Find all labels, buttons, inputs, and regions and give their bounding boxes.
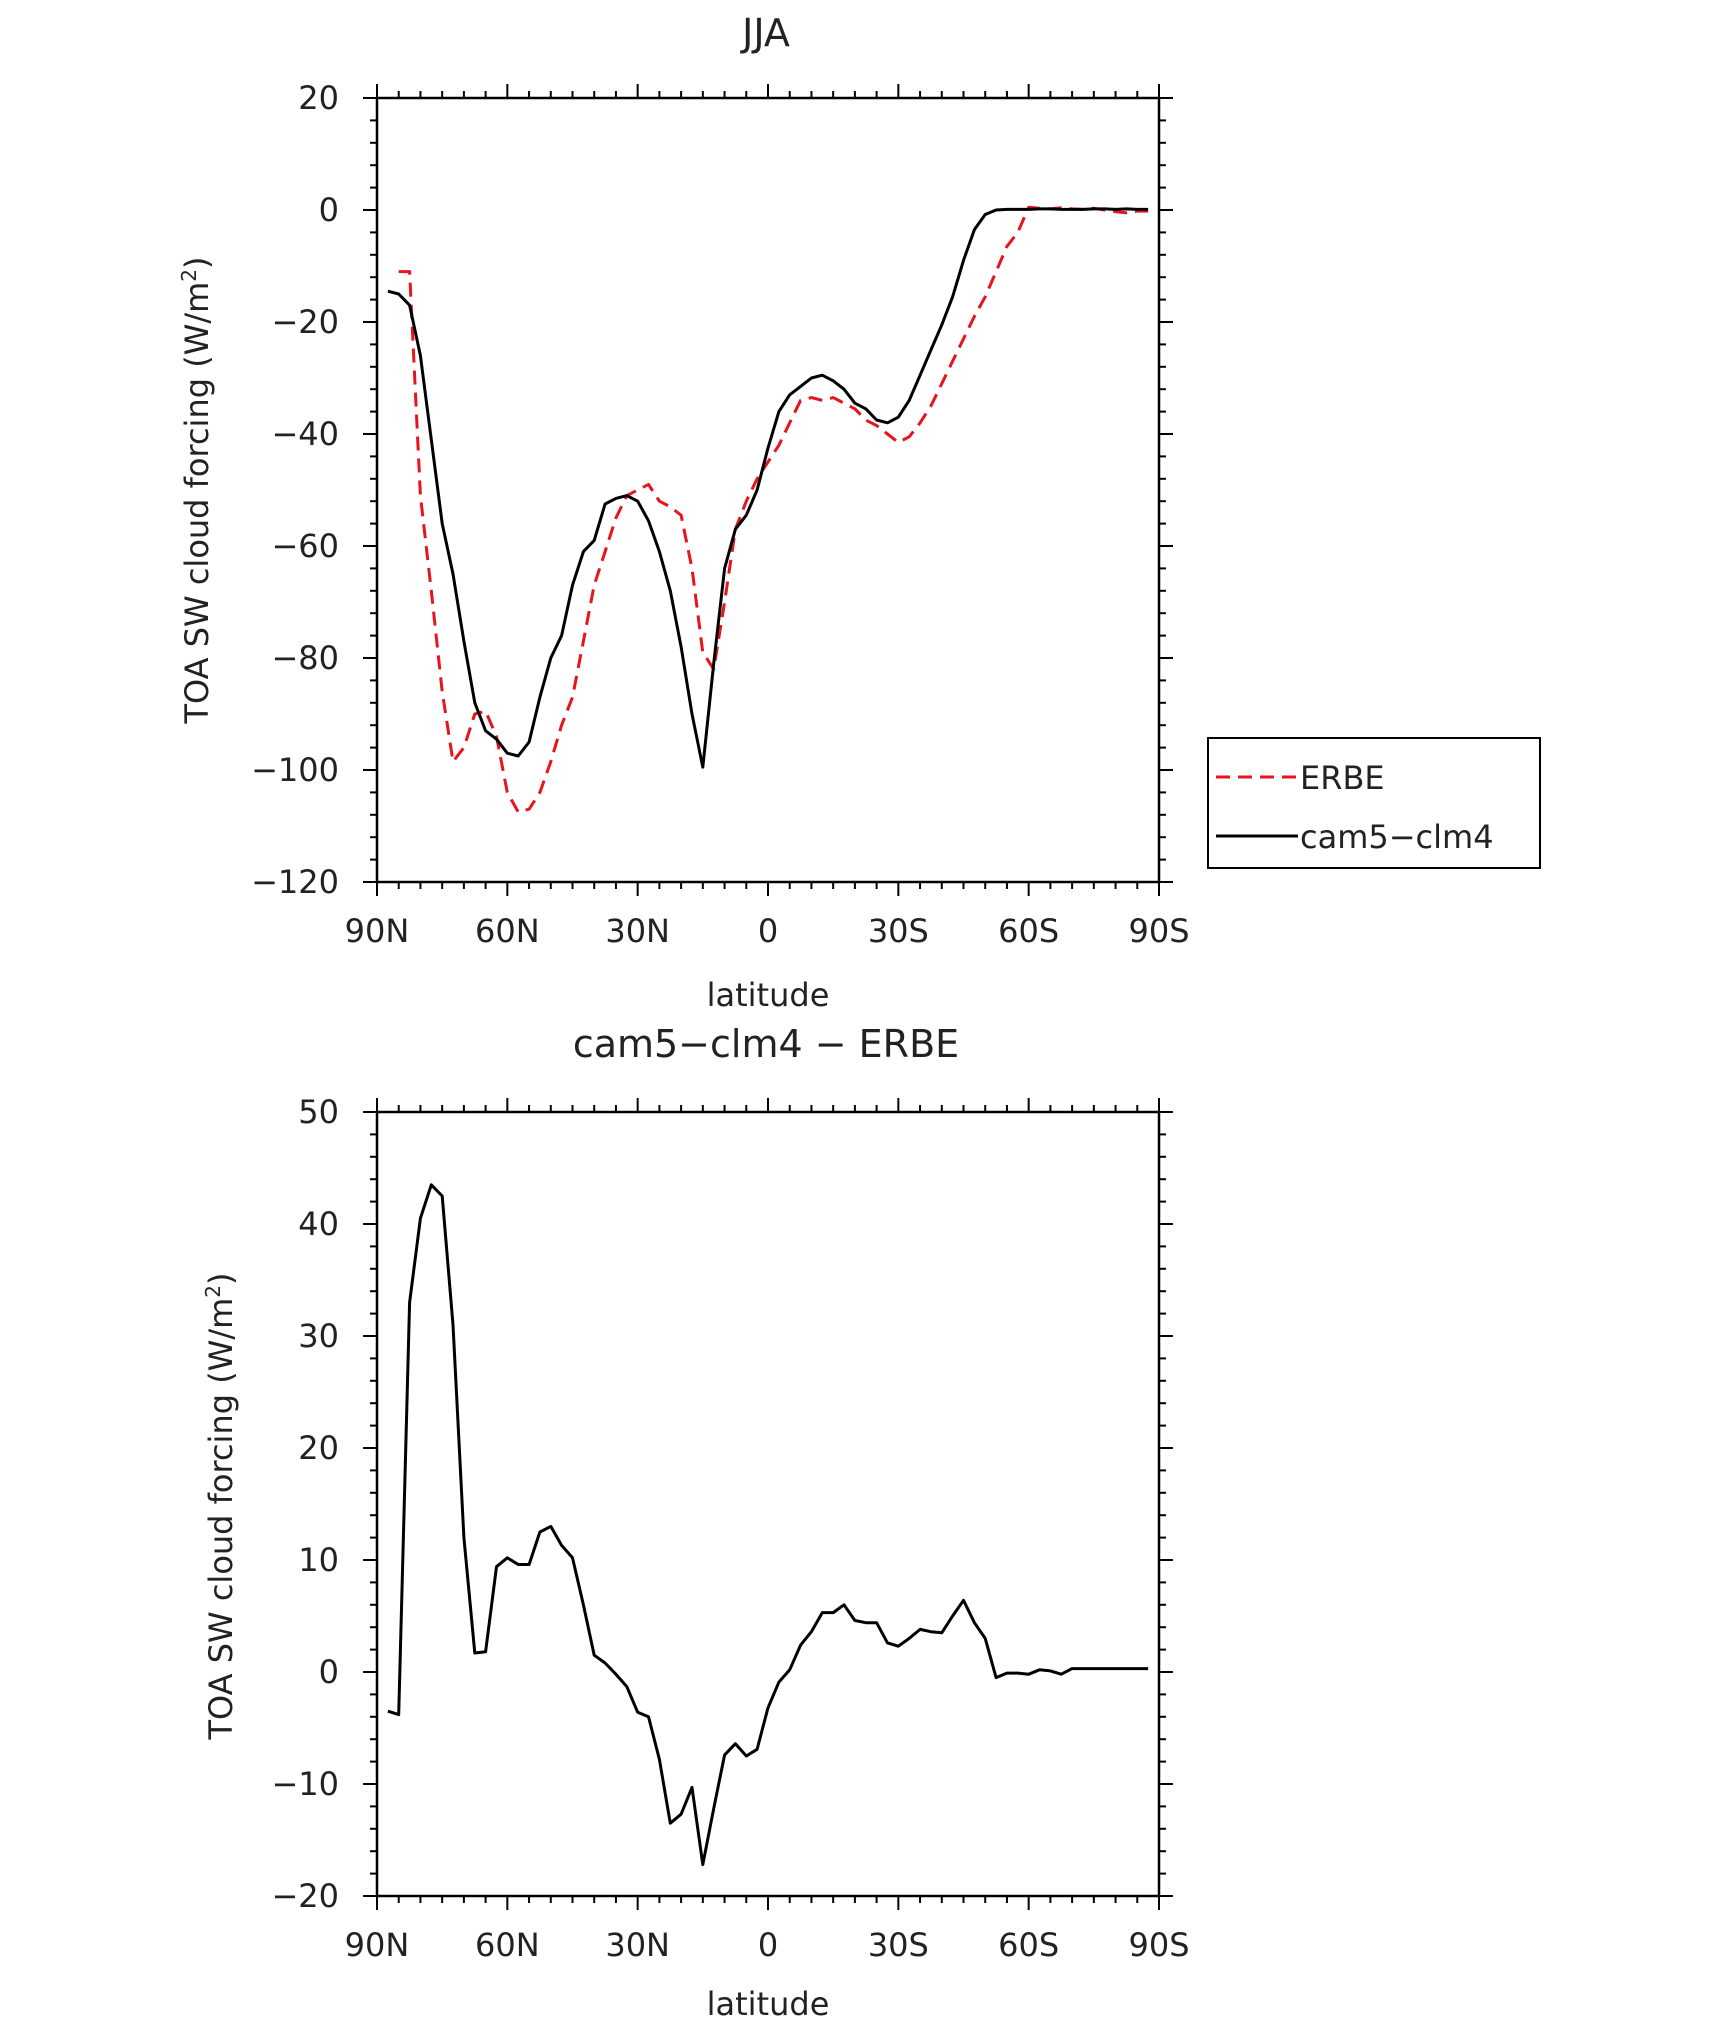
top-plot-frame [375,96,1161,884]
bottom-xtick-label: 90S [1128,1926,1189,1964]
top-y-axis-title-main: TOA SW cloud forcing (W/m [178,282,216,725]
top-xtick-label: 30N [605,912,670,950]
top-ticks [363,84,1173,896]
bottom-xtick-label: 30N [605,1926,670,1964]
bottom-x-axis-title: latitude [707,1985,830,2021]
bottom-y-axis-title-close: ) [202,1272,240,1284]
bottom-xtick-label: 60S [998,1926,1059,1964]
bottom-ytick-label: −20 [271,1877,339,1915]
top-ytick-label: −20 [271,303,339,341]
legend-label-erbe: ERBE [1300,759,1385,797]
top-xtick-label: 90N [345,912,410,950]
top-xtick-label: 90S [1128,912,1189,950]
top-xtick-label: 30S [868,912,929,950]
top-y-axis-title-superscript: 2 [177,269,201,282]
top-y-axis-title: TOA SW cloud forcing (W/m2) [177,256,216,724]
top-panel: JJA 20 0 −20 −40 −60 −80 −100 −120 90N 60N 30N 0 30… [177,11,1541,1014]
bottom-ticks [363,1098,1173,1910]
bottom-ytick-label: 10 [298,1541,339,1579]
bottom-xtick-label: 90N [345,1926,410,1964]
bottom-ytick-labels: 50 40 30 20 10 0 −10 −20 [271,1093,339,1915]
top-ytick-label: −120 [251,863,339,901]
bottom-chart-title: cam5−clm4 − ERBE [573,1022,959,1066]
top-series-lines [387,205,1149,814]
top-ytick-labels: 20 0 −20 −40 −60 −80 −100 −120 [251,79,339,901]
bottom-xtick-label: 0 [758,1926,778,1964]
bottom-series-line-difference [387,1183,1149,1867]
top-series-line-cam5-clm4 [387,207,1149,769]
top-ytick-label: −40 [271,415,339,453]
legend-box [1207,737,1541,869]
legend: ERBE cam5−clm4 [1207,737,1541,869]
top-ytick-label: −100 [251,751,339,789]
bottom-y-axis-title-main: TOA SW cloud forcing (W/m [202,1298,240,1741]
legend-label-cam5-clm4: cam5−clm4 [1300,818,1494,856]
top-xtick-labels: 90N 60N 30N 0 30S 60S 90S [345,912,1190,950]
top-xtick-label: 60N [475,912,540,950]
top-x-axis-title: latitude [707,976,830,1014]
bottom-xtick-label: 30S [868,1926,929,1964]
top-xtick-label: 0 [758,912,778,950]
top-ytick-label: −80 [271,639,339,677]
bottom-ytick-label: 40 [298,1205,339,1243]
bottom-ytick-label: −10 [271,1765,339,1803]
bottom-ytick-label: 0 [319,1653,339,1691]
bottom-plot-frame [375,1110,1161,1898]
top-xtick-label: 60S [998,912,1059,950]
bottom-xtick-labels: 90N 60N 30N 0 30S 60S 90S [345,1926,1190,1964]
bottom-ytick-label: 30 [298,1317,339,1355]
top-series-line-erbe [398,205,1149,814]
top-y-axis-title-close: ) [178,256,216,268]
bottom-xtick-label: 60N [475,1926,540,1964]
top-chart-title: JJA [740,11,790,55]
bottom-ytick-label: 20 [298,1429,339,1467]
bottom-series-lines [387,1183,1149,1867]
top-ytick-label: 0 [319,191,339,229]
top-ytick-label: 20 [298,79,339,117]
bottom-y-axis-title-superscript: 2 [201,1285,225,1298]
bottom-ytick-label: 50 [298,1093,339,1131]
top-gridless-axes: 20 0 −20 −40 −60 −80 −100 −120 90N 60N 30N 0 30S 60S… [251,79,1189,950]
top-ytick-label: −60 [271,527,339,565]
bottom-y-axis-title: TOA SW cloud forcing (W/m2) [201,1272,240,1740]
